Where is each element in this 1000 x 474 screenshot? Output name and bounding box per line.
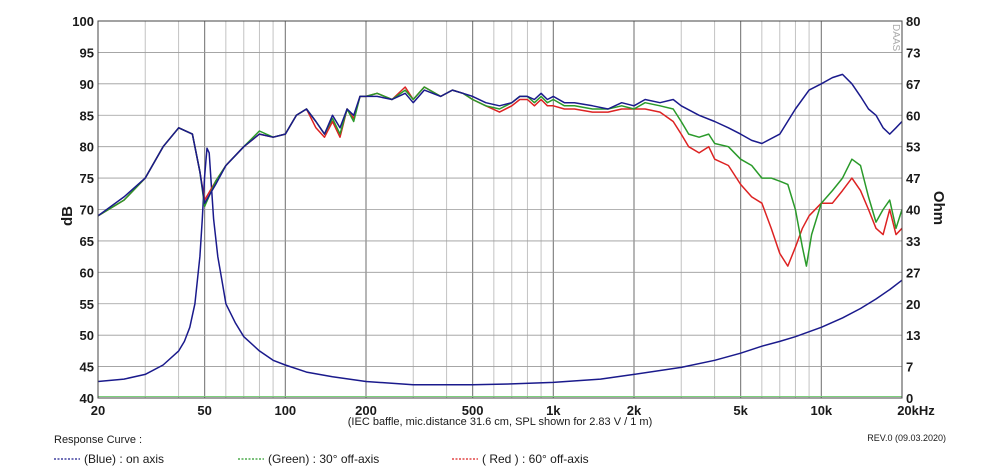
y2-tick-label: 60 bbox=[906, 108, 920, 123]
y-axis-label: dB bbox=[59, 206, 76, 226]
x-tick-label: 50 bbox=[197, 403, 211, 418]
y-tick-label: 95 bbox=[80, 45, 94, 60]
legend-60-off-axis-label: ( Red ) : 60° off-axis bbox=[482, 452, 589, 466]
y2-tick-label: 27 bbox=[906, 265, 920, 280]
y-tick-label: 65 bbox=[80, 234, 94, 249]
watermark: DAAS bbox=[890, 24, 901, 52]
y2-tick-label: 33 bbox=[906, 234, 920, 249]
y-tick-label: 60 bbox=[80, 265, 94, 280]
y2-tick-label: 80 bbox=[906, 14, 920, 29]
y-tick-label: 40 bbox=[80, 391, 94, 406]
y-tick-label: 55 bbox=[80, 297, 94, 312]
y-tick-label: 45 bbox=[80, 360, 94, 375]
x-tick-label: 5k bbox=[733, 403, 748, 418]
x-tick-label: 200 bbox=[355, 403, 377, 418]
series-line-on-axis bbox=[97, 73, 903, 217]
measurement-note: (IEC baffle, mic.distance 31.6 cm, SPL s… bbox=[348, 416, 652, 428]
plot-frame bbox=[97, 20, 903, 399]
y2-tick-label: 20 bbox=[906, 297, 920, 312]
y2-tick-label: 47 bbox=[906, 171, 920, 186]
revision-label: REV.0 (09.03.2020) bbox=[867, 433, 946, 443]
legend-30-off-axis-label: (Green) : 30° off-axis bbox=[268, 452, 379, 466]
x-tick-label: 20kHz bbox=[897, 403, 935, 418]
x-tick-label: 10k bbox=[810, 403, 832, 418]
y-tick-label: 70 bbox=[80, 203, 94, 218]
legend: (Blue) : on axis (Green) : 30° off-axis ( … bbox=[54, 452, 589, 466]
y-tick-label: 90 bbox=[80, 77, 94, 92]
y2-tick-label: 7 bbox=[906, 360, 913, 375]
y2-tick-label: 40 bbox=[906, 203, 920, 218]
legend-title: Response Curve : bbox=[54, 434, 142, 446]
y-tick-label: 85 bbox=[80, 108, 94, 123]
y-tick-label: 80 bbox=[80, 140, 94, 155]
tick-labels: 40 45 50 55 60 65 70 75 80 85 90 95 100 0 7 13 20 27 33 40 4… bbox=[72, 14, 935, 418]
series-line-impedance bbox=[97, 147, 903, 386]
y2-tick-label: 53 bbox=[906, 140, 920, 155]
y-tick-label: 75 bbox=[80, 171, 94, 186]
y-tick-label: 50 bbox=[80, 328, 94, 343]
series-line-30-off-axis bbox=[97, 86, 903, 267]
series-lines bbox=[97, 73, 903, 397]
x-tick-label: 100 bbox=[274, 403, 296, 418]
grid-lines bbox=[98, 21, 902, 398]
y2-tick-label: 0 bbox=[906, 391, 913, 406]
x-tick-label: 500 bbox=[462, 403, 484, 418]
x-tick-label: 1k bbox=[546, 403, 561, 418]
legend-on-axis-label: (Blue) : on axis bbox=[84, 452, 164, 466]
x-tick-label: 20 bbox=[91, 403, 105, 418]
y2-tick-label: 67 bbox=[906, 77, 920, 92]
y2-axis-label: Ohm bbox=[930, 191, 947, 225]
y2-tick-label: 73 bbox=[906, 45, 920, 60]
y2-tick-label: 13 bbox=[906, 328, 920, 343]
y-tick-label: 100 bbox=[72, 14, 94, 29]
x-tick-label: 2k bbox=[627, 403, 642, 418]
